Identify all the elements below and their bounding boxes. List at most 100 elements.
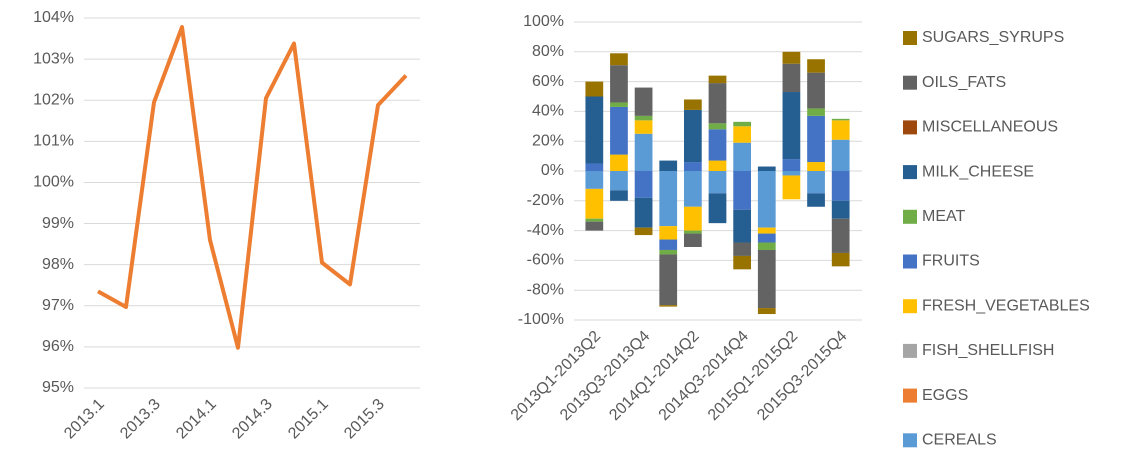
y-tick-label: 100%	[33, 174, 74, 191]
legend-swatch	[903, 343, 917, 358]
y-tick-label: 80%	[532, 43, 564, 60]
bar-segment	[733, 255, 752, 270]
bar-segment	[831, 252, 850, 267]
bar-segment	[807, 108, 825, 116]
y-tick-label: 101%	[33, 133, 74, 150]
legend-label: FISH_SHELLFISH	[922, 342, 1054, 359]
y-tick-label: 96%	[42, 338, 74, 355]
bar-segment	[733, 209, 752, 243]
bar-segment	[585, 163, 604, 171]
bar-segment	[733, 121, 752, 127]
y-tick-label: -80%	[527, 281, 564, 298]
y-tick-label: 102%	[33, 91, 74, 108]
legend-label: SUGARS_SYRUPS	[922, 29, 1064, 46]
legend-label: FRESH_VEGETABLES	[922, 297, 1090, 314]
bar-segment	[585, 218, 604, 222]
legend-label: MILK_CHEESE	[922, 163, 1034, 180]
y-tick-label: 40%	[532, 103, 564, 120]
bar-segment	[659, 249, 678, 255]
bar-segment	[782, 92, 801, 160]
bar-segment	[708, 129, 727, 161]
y-tick-label: 103%	[33, 50, 74, 67]
bar-segment	[585, 188, 604, 219]
y-tick-label: 97%	[42, 297, 74, 314]
bar-segment	[683, 171, 702, 207]
bar-segment	[708, 123, 727, 130]
bar-segment	[733, 242, 752, 256]
x-tick-label: 2015.3	[341, 396, 388, 443]
y-tick-label: 60%	[532, 73, 564, 90]
x-tick-label: 2013Q3-2013Q4	[557, 328, 653, 424]
bar-segment	[831, 118, 850, 121]
bar-segment	[585, 221, 604, 231]
bar-segment	[659, 305, 678, 307]
bar-segment	[757, 308, 776, 315]
bar-segment	[634, 115, 653, 121]
bar-segment	[683, 99, 702, 110]
bar-segment	[634, 227, 653, 236]
legend-swatch	[903, 299, 917, 314]
bar-segment	[610, 154, 628, 171]
bar-segment	[708, 83, 727, 124]
x-tick-label: 2014Q3-2014Q4	[656, 328, 752, 424]
legend-swatch	[903, 31, 917, 45]
bar-segment	[782, 51, 801, 64]
bar-segment	[585, 96, 604, 164]
line	[97, 25, 408, 350]
legend-label: MEAT	[922, 208, 965, 225]
bar-segment	[634, 171, 653, 198]
legend-label: FRUITS	[922, 253, 980, 270]
x-tick-label: 2013Q1-2013Q2	[508, 328, 604, 424]
bar-segment	[610, 65, 628, 103]
bar-segment	[782, 63, 801, 93]
legend-swatch	[903, 165, 917, 180]
bar-segment	[634, 120, 653, 134]
bar-segment	[807, 59, 825, 73]
bar-segment	[733, 126, 752, 143]
y-tick-label: 0%	[541, 162, 564, 179]
bar-segment	[831, 139, 850, 171]
bar-segment	[634, 197, 653, 228]
bar-segment	[610, 53, 628, 66]
legend-swatch	[903, 120, 917, 135]
bar-segment	[585, 81, 604, 97]
legend-label: OILS_FATS	[922, 74, 1006, 91]
bar-segment	[708, 75, 727, 84]
legend-swatch	[903, 75, 917, 90]
y-tick-label: -100%	[518, 311, 564, 328]
bar-segment	[683, 109, 702, 163]
bar-segment	[610, 171, 628, 191]
bar-segment	[634, 133, 653, 171]
y-tick-label: 98%	[42, 256, 74, 273]
bar-segment	[634, 87, 653, 116]
x-tick-label: 2014.3	[229, 396, 276, 443]
bar-segment	[757, 166, 776, 171]
bar-segment	[807, 115, 825, 163]
bar-segment	[659, 254, 678, 306]
bar-segment	[610, 102, 628, 107]
x-tick-label: 2013.3	[117, 396, 164, 443]
bar-segment	[610, 106, 628, 155]
bar-segment	[757, 233, 776, 243]
bar-segment	[807, 72, 825, 109]
bar-segment	[585, 171, 604, 189]
legend-label: MISCELLANEOUS	[922, 119, 1058, 136]
bar-segment	[807, 162, 825, 171]
y-tick-label: -60%	[527, 252, 564, 269]
y-tick-label: 104%	[33, 9, 74, 26]
bar-segment	[733, 171, 752, 210]
y-tick-label: -20%	[527, 192, 564, 209]
bar-segment	[831, 218, 850, 253]
y-tick-label: 99%	[42, 215, 74, 232]
legend-label: CEREALS	[922, 432, 997, 449]
y-tick-label: -40%	[527, 222, 564, 239]
legend-swatch	[903, 388, 917, 403]
bar-segment	[683, 230, 702, 234]
x-tick-label: 2015Q1-2015Q2	[705, 328, 801, 424]
bar-segment	[683, 162, 702, 171]
bar-segment	[733, 142, 752, 171]
x-tick-label: 2014.1	[173, 396, 220, 443]
bar-segment	[659, 239, 678, 250]
bar-segment	[757, 242, 776, 250]
